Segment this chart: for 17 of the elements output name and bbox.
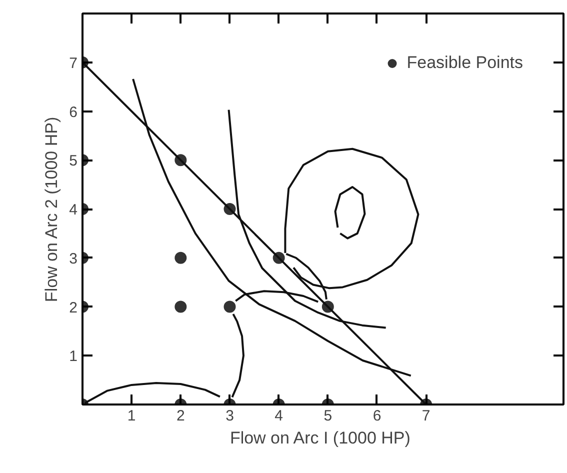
x-tick-label: 7 [422,408,430,424]
y-tick-label: 5 [69,152,78,170]
y-tick-label: 3 [69,250,78,268]
y-tick-label: 6 [69,104,78,121]
legend-label: Feasible Points [406,53,523,73]
x-tick-label: 3 [226,408,234,424]
y-tick-label: 2 [69,299,78,316]
y-tick-label: 4 [69,202,78,218]
y-tick-label: 1 [69,348,78,366]
x-tick-label: 1 [127,408,136,424]
y-tick-label: 7 [69,54,78,72]
x-tick-label: 2 [176,408,185,424]
x-tick-label: 5 [324,408,332,424]
x-axis-title: Flow on Arc I (1000 HP) [230,428,410,448]
x-tick-label: 4 [274,408,283,424]
y-axis-title: Flow on Arc 2 (1000 HP) [42,116,62,302]
x-tick-label: 6 [372,408,382,424]
